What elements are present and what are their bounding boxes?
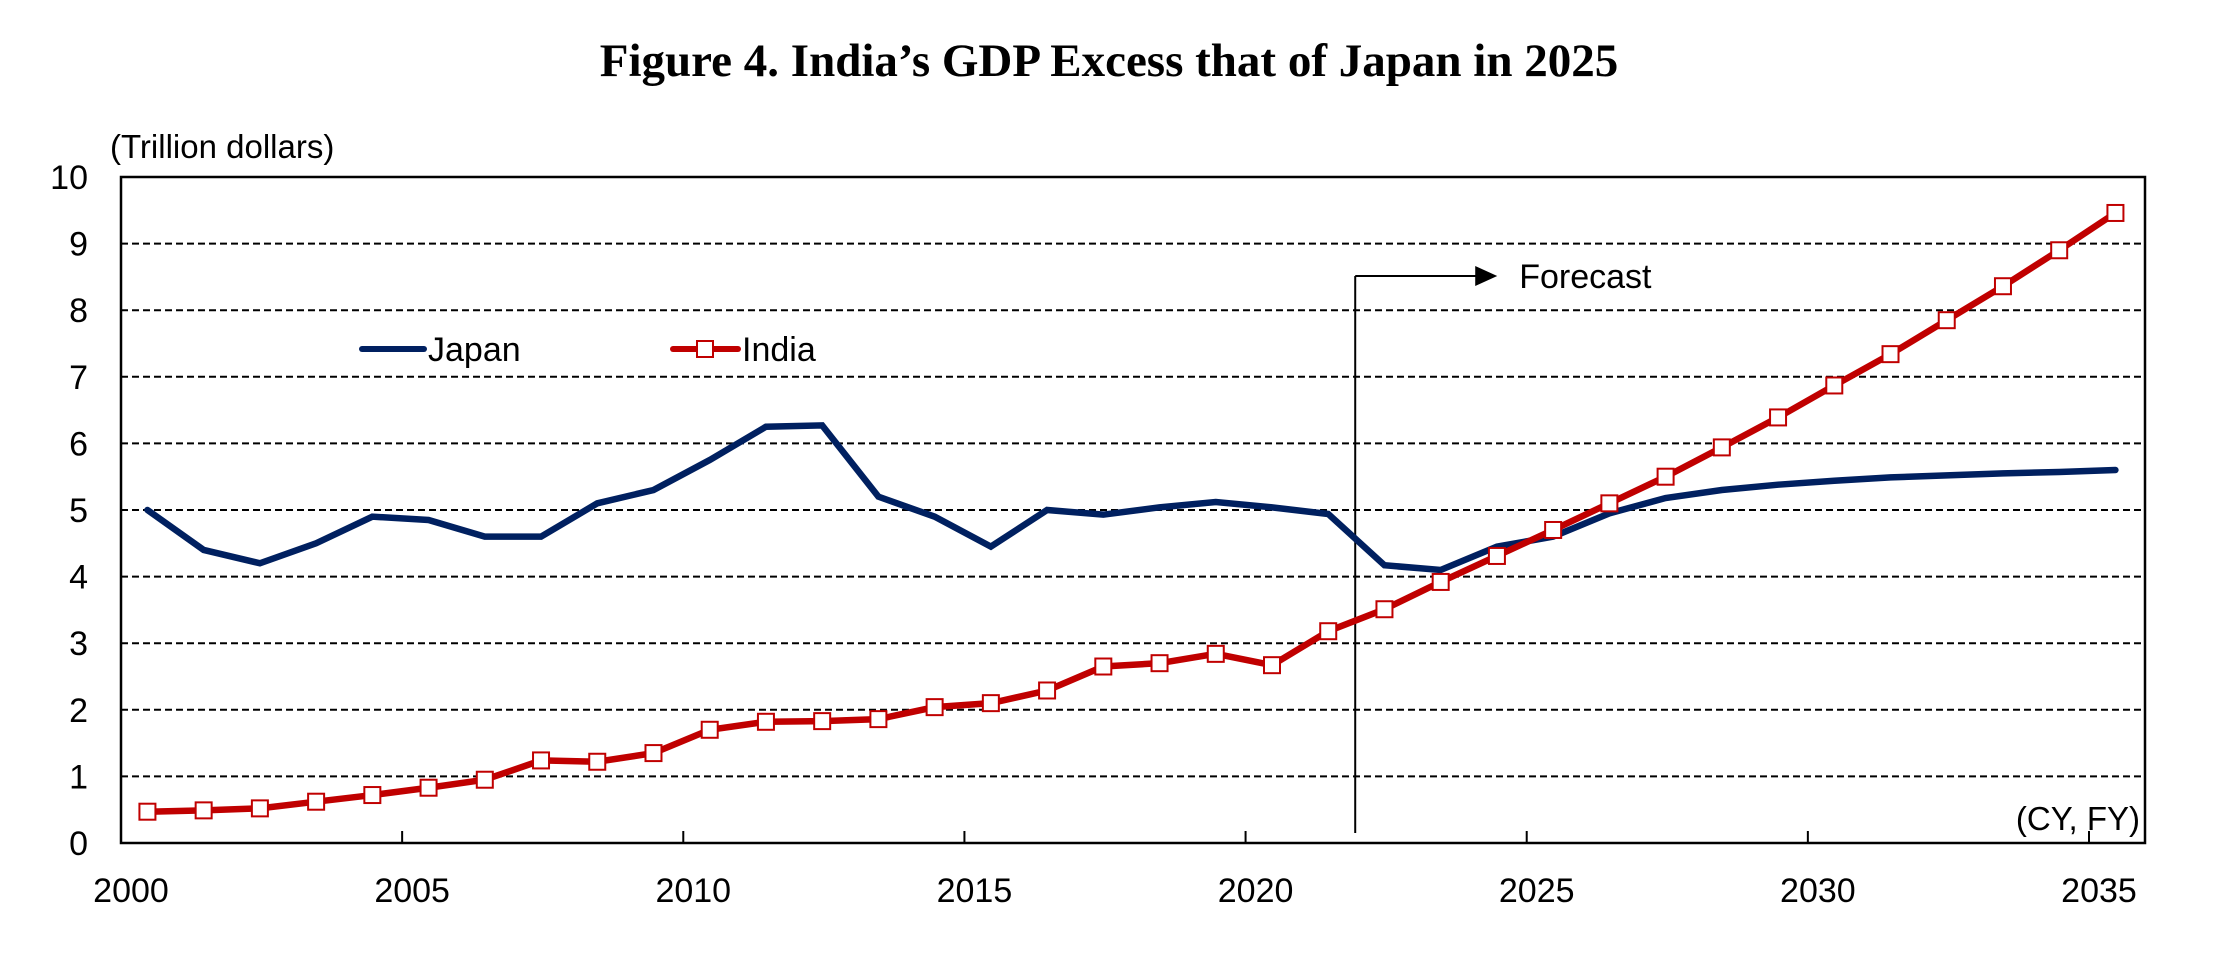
data-point-india (250, 799, 269, 818)
y-axis-ticks: 0 1 2 3 4 5 6 7 8 9 10 (50, 159, 88, 863)
data-point-india (2050, 241, 2069, 260)
data-point-india (1206, 644, 1225, 663)
series-india (138, 203, 2125, 821)
data-point-india (1937, 311, 1956, 330)
x-tick-label: 2000 (93, 872, 169, 910)
data-point-india (925, 698, 944, 717)
data-point-india (194, 801, 213, 820)
data-point-india (1487, 546, 1506, 565)
series-group (138, 203, 2125, 821)
data-point-india (1544, 520, 1563, 539)
y-tick-label: 6 (69, 425, 88, 463)
y-tick-label: 3 (69, 625, 88, 663)
legend: Japan India (359, 331, 816, 369)
data-point-india (475, 770, 494, 789)
series-line-india (144, 209, 2119, 815)
y-tick-label: 4 (69, 559, 88, 597)
data-point-india (1712, 438, 1731, 457)
x-tick-label: 2025 (1499, 872, 1575, 910)
legend-item-india: India (670, 331, 816, 369)
x-tick-label: 2035 (2061, 872, 2137, 910)
data-point-india (588, 752, 607, 771)
data-point-india (2106, 203, 2125, 222)
forecast-annotation: Forecast (1354, 258, 1652, 833)
y-tick-label: 5 (69, 492, 88, 530)
data-point-india (1150, 654, 1169, 673)
y-tick-label: 1 (69, 758, 88, 796)
y-tick-label: 2 (69, 692, 88, 730)
y-tick-label: 7 (69, 359, 88, 397)
data-point-india (813, 712, 832, 731)
x-tick-label: 2010 (655, 872, 731, 910)
data-point-india (981, 694, 1000, 713)
data-point-india (1825, 376, 1844, 395)
x-tick-label: 2005 (374, 872, 450, 910)
data-point-india (1262, 656, 1281, 675)
forecast-arrowhead-icon (1475, 266, 1498, 286)
plot-area-frame (119, 175, 2147, 845)
x-tick-label: 2030 (1780, 872, 1856, 910)
data-point-india (1993, 277, 2012, 296)
legend-japan-label: Japan (428, 331, 521, 369)
data-point-india (363, 786, 382, 805)
data-point-india (1656, 467, 1675, 486)
chart-title: Figure 4. India’s GDP Excess that of Jap… (600, 35, 1618, 87)
data-point-india (1038, 681, 1057, 700)
x-axis-ticks: 2000 2005 2010 2015 2020 2025 2030 2035 (93, 831, 2137, 910)
legend-item-japan: Japan (359, 331, 521, 369)
data-point-india (1375, 600, 1394, 619)
data-point-india (1769, 408, 1788, 427)
data-point-india (532, 751, 551, 770)
series-japan (144, 422, 2119, 574)
data-point-india (1600, 494, 1619, 513)
legend-india-label: India (742, 331, 816, 369)
data-point-india (1319, 622, 1338, 641)
data-point-india (869, 710, 888, 729)
data-point-india (138, 802, 157, 821)
data-point-india (644, 744, 663, 763)
y-tick-label: 10 (50, 159, 88, 197)
y-tick-label: 8 (69, 292, 88, 330)
y-tick-label: 0 (69, 825, 88, 863)
y-tick-label: 9 (69, 226, 88, 264)
data-point-india (307, 792, 326, 811)
data-point-india (1431, 572, 1450, 591)
data-point-india (1094, 657, 1113, 676)
y-axis-unit-label: (Trillion dollars) (110, 128, 334, 165)
data-point-india (1881, 345, 1900, 364)
data-point-india (756, 712, 775, 731)
data-point-india (419, 778, 438, 797)
forecast-label: Forecast (1519, 258, 1652, 296)
gridlines (121, 242, 2145, 778)
x-tick-label: 2015 (937, 872, 1013, 910)
x-tick-label: 2020 (1218, 872, 1294, 910)
series-line-japan (144, 422, 2119, 574)
data-point-india (700, 720, 719, 739)
x-axis-unit-label: (CY, FY) (2016, 800, 2140, 837)
legend-india-square-marker-icon (696, 340, 714, 358)
